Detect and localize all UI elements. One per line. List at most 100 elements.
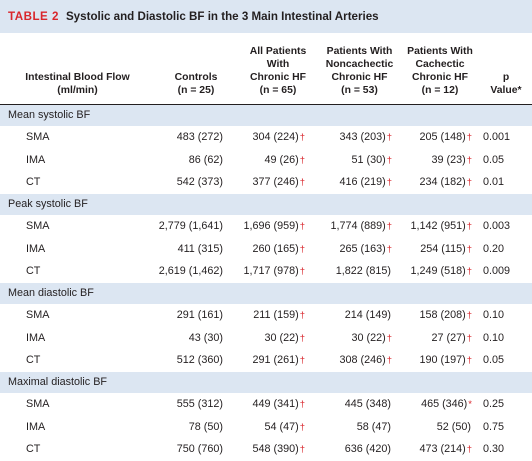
cell-artery: IMA xyxy=(26,242,46,255)
cell-value: 0.05 xyxy=(483,153,505,166)
cell-controls: 750 (760) xyxy=(155,438,237,461)
group-row: Peak systolic BF xyxy=(0,193,532,215)
cell-value: 304 (224) xyxy=(252,130,299,143)
cell-value: 30 (22) xyxy=(351,331,386,344)
cell-all-patients: 304 (224)† xyxy=(237,126,319,149)
cell-value: 449 (341) xyxy=(252,398,299,411)
significance-mark: † xyxy=(386,154,392,166)
cell-value: 0.003 xyxy=(483,219,511,232)
significance-mark: † xyxy=(466,177,472,189)
cell-value: 750 (760) xyxy=(176,443,223,456)
blood-flow-table: Intestinal Blood Flow (ml/min) Controls … xyxy=(0,33,532,461)
cell-p-value: 0.001 xyxy=(480,126,532,149)
cell-value: 0.009 xyxy=(483,265,511,278)
significance-mark: † xyxy=(386,243,392,255)
cell-artery: IMA xyxy=(26,331,46,344)
cell-value: 483 (272) xyxy=(176,130,223,143)
cell-value: 265 (163) xyxy=(339,242,386,255)
cell-noncachectic: 1,822 (815) xyxy=(319,260,400,283)
cell-p-value: 0.10 xyxy=(480,304,532,327)
cell-artery: CT xyxy=(26,176,41,189)
cell-artery: IMA xyxy=(26,153,46,166)
table-row: SMA 2,779 (1,641) 1,696 (959)† 1,774 (889)†… xyxy=(0,215,532,238)
cell-noncachectic: 51 (30)† xyxy=(319,148,400,171)
cell-value: 0.20 xyxy=(483,242,505,255)
significance-mark: † xyxy=(299,332,305,344)
cell-artery: SMA xyxy=(26,219,50,232)
cell-noncachectic: 214 (149) xyxy=(319,304,400,327)
cell-artery: SMA xyxy=(26,398,50,411)
significance-mark: † xyxy=(299,177,305,189)
cell-controls: 542 (373) xyxy=(155,171,237,194)
cell-value: 1,696 (959) xyxy=(243,219,299,232)
significance-mark: † xyxy=(466,154,472,166)
table-row: IMA 43 (30) 30 (22)† 30 (22)† 27 (27)† 0.10 xyxy=(0,326,532,349)
cell-value: 1,774 (889) xyxy=(330,219,386,232)
significance-mark: † xyxy=(466,355,472,367)
group-label: Peak systolic BF xyxy=(0,193,532,215)
cell-controls: 2,779 (1,641) xyxy=(155,215,237,238)
cell-cachectic: 158 (208)† xyxy=(400,304,480,327)
cell-value: 0.10 xyxy=(483,331,505,344)
group-label: Mean diastolic BF xyxy=(0,282,532,304)
cell-value: 411 (315) xyxy=(177,242,223,255)
cell-value: 49 (26) xyxy=(264,153,299,166)
cell-controls: 43 (30) xyxy=(155,326,237,349)
table-row: CT 512 (360) 291 (261)† 308 (246)† 190 (197)… xyxy=(0,349,532,372)
cell-cachectic: 234 (182)† xyxy=(400,171,480,194)
cell-value: 636 (420) xyxy=(344,443,391,456)
cell-noncachectic: 308 (246)† xyxy=(319,349,400,372)
group-row: Mean diastolic BF xyxy=(0,282,532,304)
cell-cachectic: 1,142 (951)† xyxy=(400,215,480,238)
cell-value: 1,249 (518) xyxy=(410,265,466,278)
cell-value: 1,822 (815) xyxy=(335,265,391,278)
cell-value: 0.25 xyxy=(483,398,505,411)
cell-controls: 411 (315) xyxy=(155,237,237,260)
table-number: TABLE 2 xyxy=(8,10,59,23)
cell-p-value: 0.05 xyxy=(480,349,532,372)
significance-mark: † xyxy=(386,220,392,232)
cell-value: 43 (30) xyxy=(188,331,223,344)
significance-mark: † xyxy=(466,332,472,344)
cell-controls: 555 (312) xyxy=(155,393,237,416)
table-row: SMA 555 (312) 449 (341)† 445 (348) 465 (346)… xyxy=(0,393,532,416)
cell-cachectic: 205 (148)† xyxy=(400,126,480,149)
cell-value: 542 (373) xyxy=(176,176,223,189)
cell-value: 1,142 (951) xyxy=(410,219,466,232)
significance-mark: † xyxy=(466,309,472,321)
cell-value: 254 (115) xyxy=(420,242,466,255)
cell-controls: 512 (360) xyxy=(155,349,237,372)
cell-controls: 86 (62) xyxy=(155,148,237,171)
cell-all-patients: 211 (159)† xyxy=(237,304,319,327)
header-controls: Controls (n = 25) xyxy=(155,33,237,105)
significance-mark: † xyxy=(299,243,305,255)
cell-value: 0.01 xyxy=(483,176,505,189)
cell-noncachectic: 343 (203)† xyxy=(319,126,400,149)
cell-value: 27 (27) xyxy=(431,331,466,344)
cell-noncachectic: 416 (219)† xyxy=(319,171,400,194)
cell-noncachectic: 445 (348) xyxy=(319,393,400,416)
group-row: Maximal diastolic BF xyxy=(0,371,532,393)
significance-mark: † xyxy=(386,355,392,367)
cell-controls: 483 (272) xyxy=(155,126,237,149)
cell-value: 416 (219) xyxy=(339,176,386,189)
cell-noncachectic: 30 (22)† xyxy=(319,326,400,349)
table-row: CT 750 (760) 548 (390)† 636 (420) 473 (214)†… xyxy=(0,438,532,461)
cell-value: 512 (360) xyxy=(176,354,223,367)
header-cachectic: Patients With Cachectic Chronic HF (n = … xyxy=(400,33,480,105)
cell-value: 260 (165) xyxy=(252,242,299,255)
cell-value: 51 (30) xyxy=(351,153,386,166)
cell-value: 0.05 xyxy=(483,354,505,367)
significance-mark: † xyxy=(466,131,472,143)
significance-mark: † xyxy=(299,444,305,456)
cell-value: 555 (312) xyxy=(176,398,223,411)
cell-cachectic: 39 (23)† xyxy=(400,148,480,171)
table-row: IMA 411 (315) 260 (165)† 265 (163)† 254 (115… xyxy=(0,237,532,260)
significance-mark: † xyxy=(386,332,392,344)
cell-controls: 2,619 (1,462) xyxy=(155,260,237,283)
cell-artery: CT xyxy=(26,354,41,367)
cell-value: 377 (246) xyxy=(252,176,299,189)
cell-artery: SMA xyxy=(26,130,50,143)
cell-all-patients: 49 (26)† xyxy=(237,148,319,171)
table-row: CT 542 (373) 377 (246)† 416 (219)† 234 (182)… xyxy=(0,171,532,194)
